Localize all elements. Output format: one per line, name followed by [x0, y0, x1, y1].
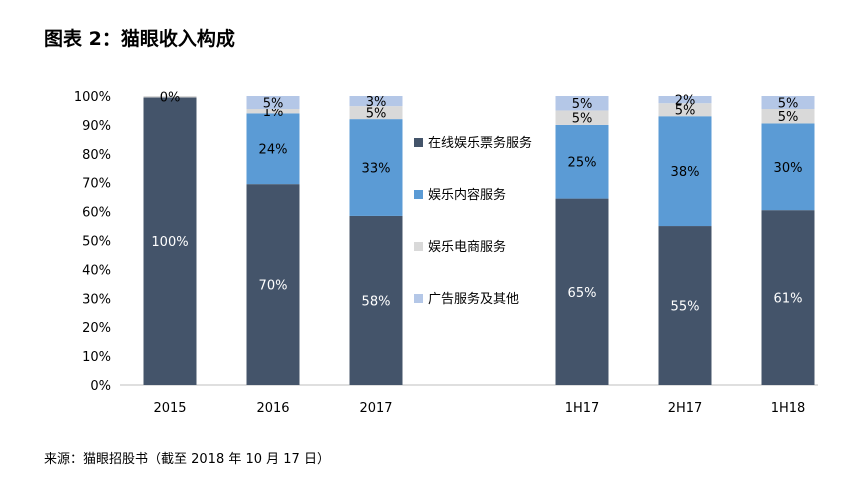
y-tick-label: 10%: [82, 350, 111, 365]
legend-label: 娱乐电商服务: [428, 239, 506, 255]
bar-segment: [761, 109, 815, 124]
y-axis: 0% 10% 20% 30% 40% 50% 60% 70% 80% 90% 100%: [74, 90, 818, 394]
bar-segment: [349, 119, 403, 216]
data-label: 38%: [671, 165, 700, 180]
legend-swatch: [414, 294, 423, 303]
y-tick-label: 80%: [82, 148, 111, 163]
y-tick-label: 50%: [82, 235, 111, 250]
data-label: 5%: [675, 104, 696, 119]
x-tick-label: 1H17: [565, 401, 600, 416]
bar-segment: [143, 97, 197, 385]
legend-swatch: [414, 242, 423, 251]
y-tick-label: 60%: [82, 206, 111, 221]
data-label: 5%: [778, 110, 799, 125]
bar-segment: [658, 226, 712, 385]
bar-segment: [143, 96, 197, 98]
x-axis: 2015 2016 2017 1H17 2H17 1H18: [153, 401, 805, 416]
y-tick-label: 100%: [74, 90, 111, 105]
data-label: 5%: [778, 97, 799, 112]
data-label: 30%: [774, 161, 803, 176]
data-label: 5%: [263, 97, 284, 112]
legend-swatch: [414, 190, 423, 199]
y-tick-label: 0%: [90, 379, 111, 394]
data-label: 25%: [568, 156, 597, 171]
legend-label: 在线娱乐票务服务: [428, 135, 532, 151]
data-label: 3%: [366, 95, 387, 110]
bars-group: 100%0%70%24%1%5%58%33%5%3%65%25%5%5%55%3…: [143, 91, 815, 385]
x-tick-label: 2H17: [668, 401, 703, 416]
bar-segment: [761, 123, 815, 211]
bar-segment: [246, 96, 300, 110]
data-label: 0%: [160, 91, 181, 106]
data-label: 2%: [675, 94, 696, 109]
bar-segment: [761, 210, 815, 385]
y-tick-label: 30%: [82, 292, 111, 307]
x-tick-label: 2017: [359, 401, 392, 416]
bar-segment: [246, 184, 300, 385]
bar-segment: [555, 110, 609, 125]
bar-segment: [658, 103, 712, 117]
data-label: 33%: [362, 162, 391, 177]
y-tick-label: 40%: [82, 263, 111, 278]
data-label: 61%: [774, 292, 803, 307]
source-note: 来源：猫眼招股书（截至 2018 年 10 月 17 日）: [44, 452, 330, 467]
data-label: 5%: [572, 112, 593, 127]
bar-segment: [658, 96, 712, 104]
bar-segment: [349, 215, 403, 385]
stacked-bar-chart: 0%10%20%30%40%50%60%70%80%90%100% 100%0%…: [74, 90, 818, 416]
y-tick-label: 20%: [82, 321, 111, 336]
data-label: 5%: [572, 97, 593, 112]
bar-segment: [555, 124, 609, 199]
y-tick-label: 90%: [82, 119, 111, 134]
data-label: 70%: [259, 279, 288, 294]
data-label: 65%: [568, 286, 597, 301]
page-title: 图表 2：猫眼收入构成: [44, 28, 235, 50]
legend-label: 广告服务及其他: [428, 291, 519, 307]
x-tick-label: 2015: [153, 401, 186, 416]
x-tick-label: 2016: [256, 401, 289, 416]
data-label: 58%: [362, 294, 391, 309]
bar-segment: [555, 198, 609, 385]
data-label: 55%: [671, 300, 700, 315]
y-tick-label: 70%: [82, 177, 111, 192]
data-label: 100%: [151, 235, 188, 250]
bar-segment: [555, 96, 609, 111]
bar-segment: [349, 106, 403, 120]
x-tick-label: 1H18: [771, 401, 806, 416]
data-label: 5%: [366, 107, 387, 122]
bar-segment: [761, 96, 815, 110]
legend-label: 娱乐内容服务: [428, 187, 506, 203]
legend-swatch: [414, 138, 423, 147]
bar-segment: [658, 116, 712, 227]
bar-segment: [349, 96, 403, 107]
data-label: 24%: [259, 143, 288, 158]
bar-segment: [246, 109, 300, 114]
bar-segment: [246, 113, 300, 185]
